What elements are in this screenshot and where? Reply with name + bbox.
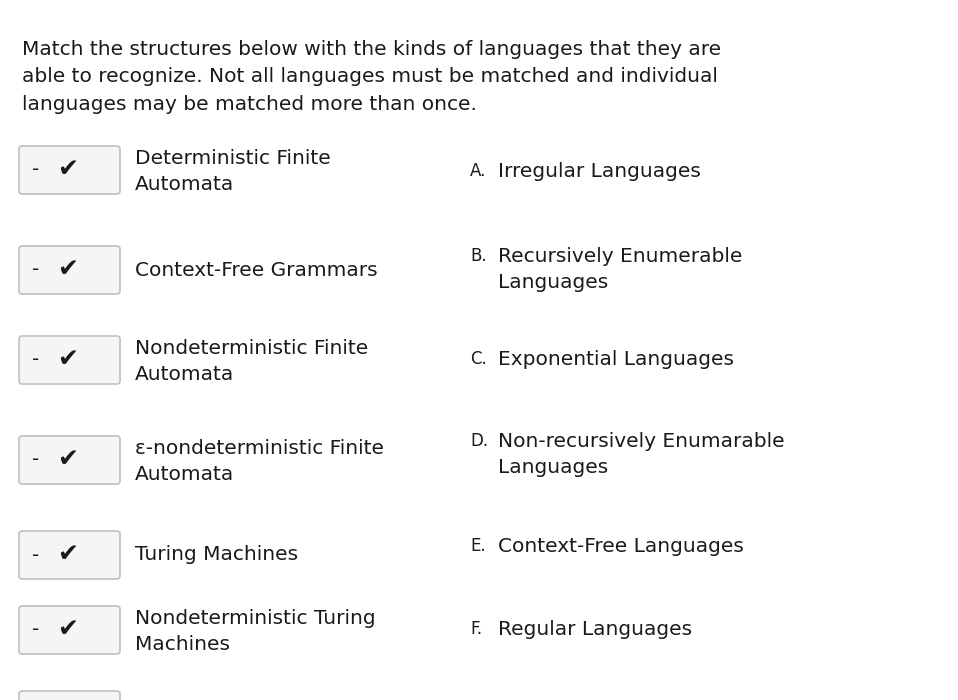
Text: -: - (32, 620, 39, 640)
Text: A.: A. (470, 162, 487, 180)
Text: ✔: ✔ (57, 617, 78, 641)
Text: Match the structures below with the kinds of languages that they are
able to rec: Match the structures below with the kind… (22, 40, 721, 113)
Text: -: - (32, 160, 39, 179)
Text: Machines: Machines (135, 634, 230, 654)
Text: C.: C. (470, 350, 487, 368)
Text: ✔: ✔ (57, 347, 78, 371)
Text: Recursively Enumerable: Recursively Enumerable (498, 247, 742, 266)
Text: Context-Free Grammars: Context-Free Grammars (135, 260, 377, 279)
Text: Context-Free Languages: Context-Free Languages (498, 537, 743, 556)
FancyBboxPatch shape (19, 531, 120, 579)
FancyBboxPatch shape (19, 246, 120, 294)
Text: Irregular Languages: Irregular Languages (498, 162, 701, 181)
Text: Deterministic Finite: Deterministic Finite (135, 150, 331, 169)
FancyBboxPatch shape (19, 606, 120, 654)
Text: ✔: ✔ (57, 157, 78, 181)
Text: B.: B. (470, 247, 487, 265)
Text: Languages: Languages (498, 458, 608, 477)
Text: -: - (32, 260, 39, 279)
Text: Automata: Automata (135, 365, 235, 384)
FancyBboxPatch shape (19, 146, 120, 194)
Text: Non-recursively Enumarable: Non-recursively Enumarable (498, 432, 785, 451)
FancyBboxPatch shape (19, 336, 120, 384)
Text: Nondeterministic Turing: Nondeterministic Turing (135, 610, 376, 629)
Text: Turing Machines: Turing Machines (135, 545, 298, 564)
Text: -: - (32, 351, 39, 370)
Text: Regular Languages: Regular Languages (498, 620, 692, 639)
Text: Automata: Automata (135, 174, 235, 193)
Text: ε-nondeterministic Finite: ε-nondeterministic Finite (135, 440, 384, 459)
Text: -: - (32, 451, 39, 470)
Text: ✔: ✔ (57, 447, 78, 471)
FancyBboxPatch shape (19, 436, 120, 484)
FancyBboxPatch shape (19, 691, 120, 700)
Text: F.: F. (470, 620, 482, 638)
Text: ✔: ✔ (57, 257, 78, 281)
Text: E.: E. (470, 537, 486, 555)
Text: D.: D. (470, 432, 489, 450)
Text: Nondeterministic Finite: Nondeterministic Finite (135, 340, 368, 358)
Text: Languages: Languages (498, 273, 608, 292)
Text: Exponential Languages: Exponential Languages (498, 350, 734, 369)
Text: ✔: ✔ (57, 542, 78, 566)
Text: -: - (32, 545, 39, 564)
Text: Automata: Automata (135, 465, 235, 484)
